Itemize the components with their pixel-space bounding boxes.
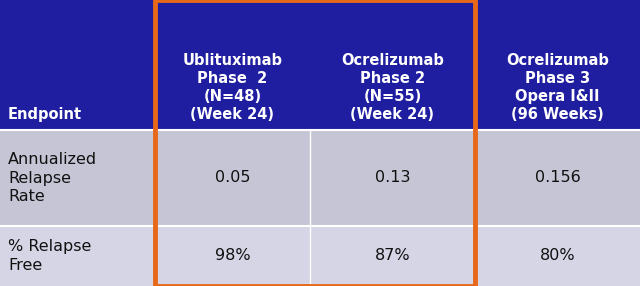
Text: 0.13: 0.13 bbox=[375, 170, 410, 186]
Text: Ocrelizumab
Phase 2
(N=55)
(Week 24): Ocrelizumab Phase 2 (N=55) (Week 24) bbox=[341, 53, 444, 122]
Bar bbox=[310, 130, 475, 226]
Text: 80%: 80% bbox=[540, 249, 575, 263]
Bar bbox=[155, 226, 310, 286]
Bar bbox=[155, 130, 310, 226]
Text: 87%: 87% bbox=[374, 249, 410, 263]
Bar bbox=[475, 130, 640, 226]
Text: 0.156: 0.156 bbox=[534, 170, 580, 186]
Text: 0.05: 0.05 bbox=[215, 170, 250, 186]
Text: Endpoint: Endpoint bbox=[8, 107, 82, 122]
Text: Ublituximab
Phase  2
(N=48)
(Week 24): Ublituximab Phase 2 (N=48) (Week 24) bbox=[182, 53, 282, 122]
Bar bbox=[155, 0, 475, 286]
Text: 98%: 98% bbox=[214, 249, 250, 263]
Bar bbox=[0, 130, 155, 226]
Bar bbox=[0, 226, 155, 286]
Bar bbox=[310, 226, 475, 286]
Bar bbox=[0, 0, 155, 130]
Bar bbox=[475, 226, 640, 286]
Bar bbox=[310, 0, 475, 130]
Text: % Relapse
Free: % Relapse Free bbox=[8, 239, 92, 273]
Text: Annualized
Relapse
Rate: Annualized Relapse Rate bbox=[8, 152, 97, 204]
Bar bbox=[475, 0, 640, 130]
Bar bbox=[155, 0, 310, 130]
Text: Ocrelizumab
Phase 3
Opera I&II
(96 Weeks): Ocrelizumab Phase 3 Opera I&II (96 Weeks… bbox=[506, 53, 609, 122]
